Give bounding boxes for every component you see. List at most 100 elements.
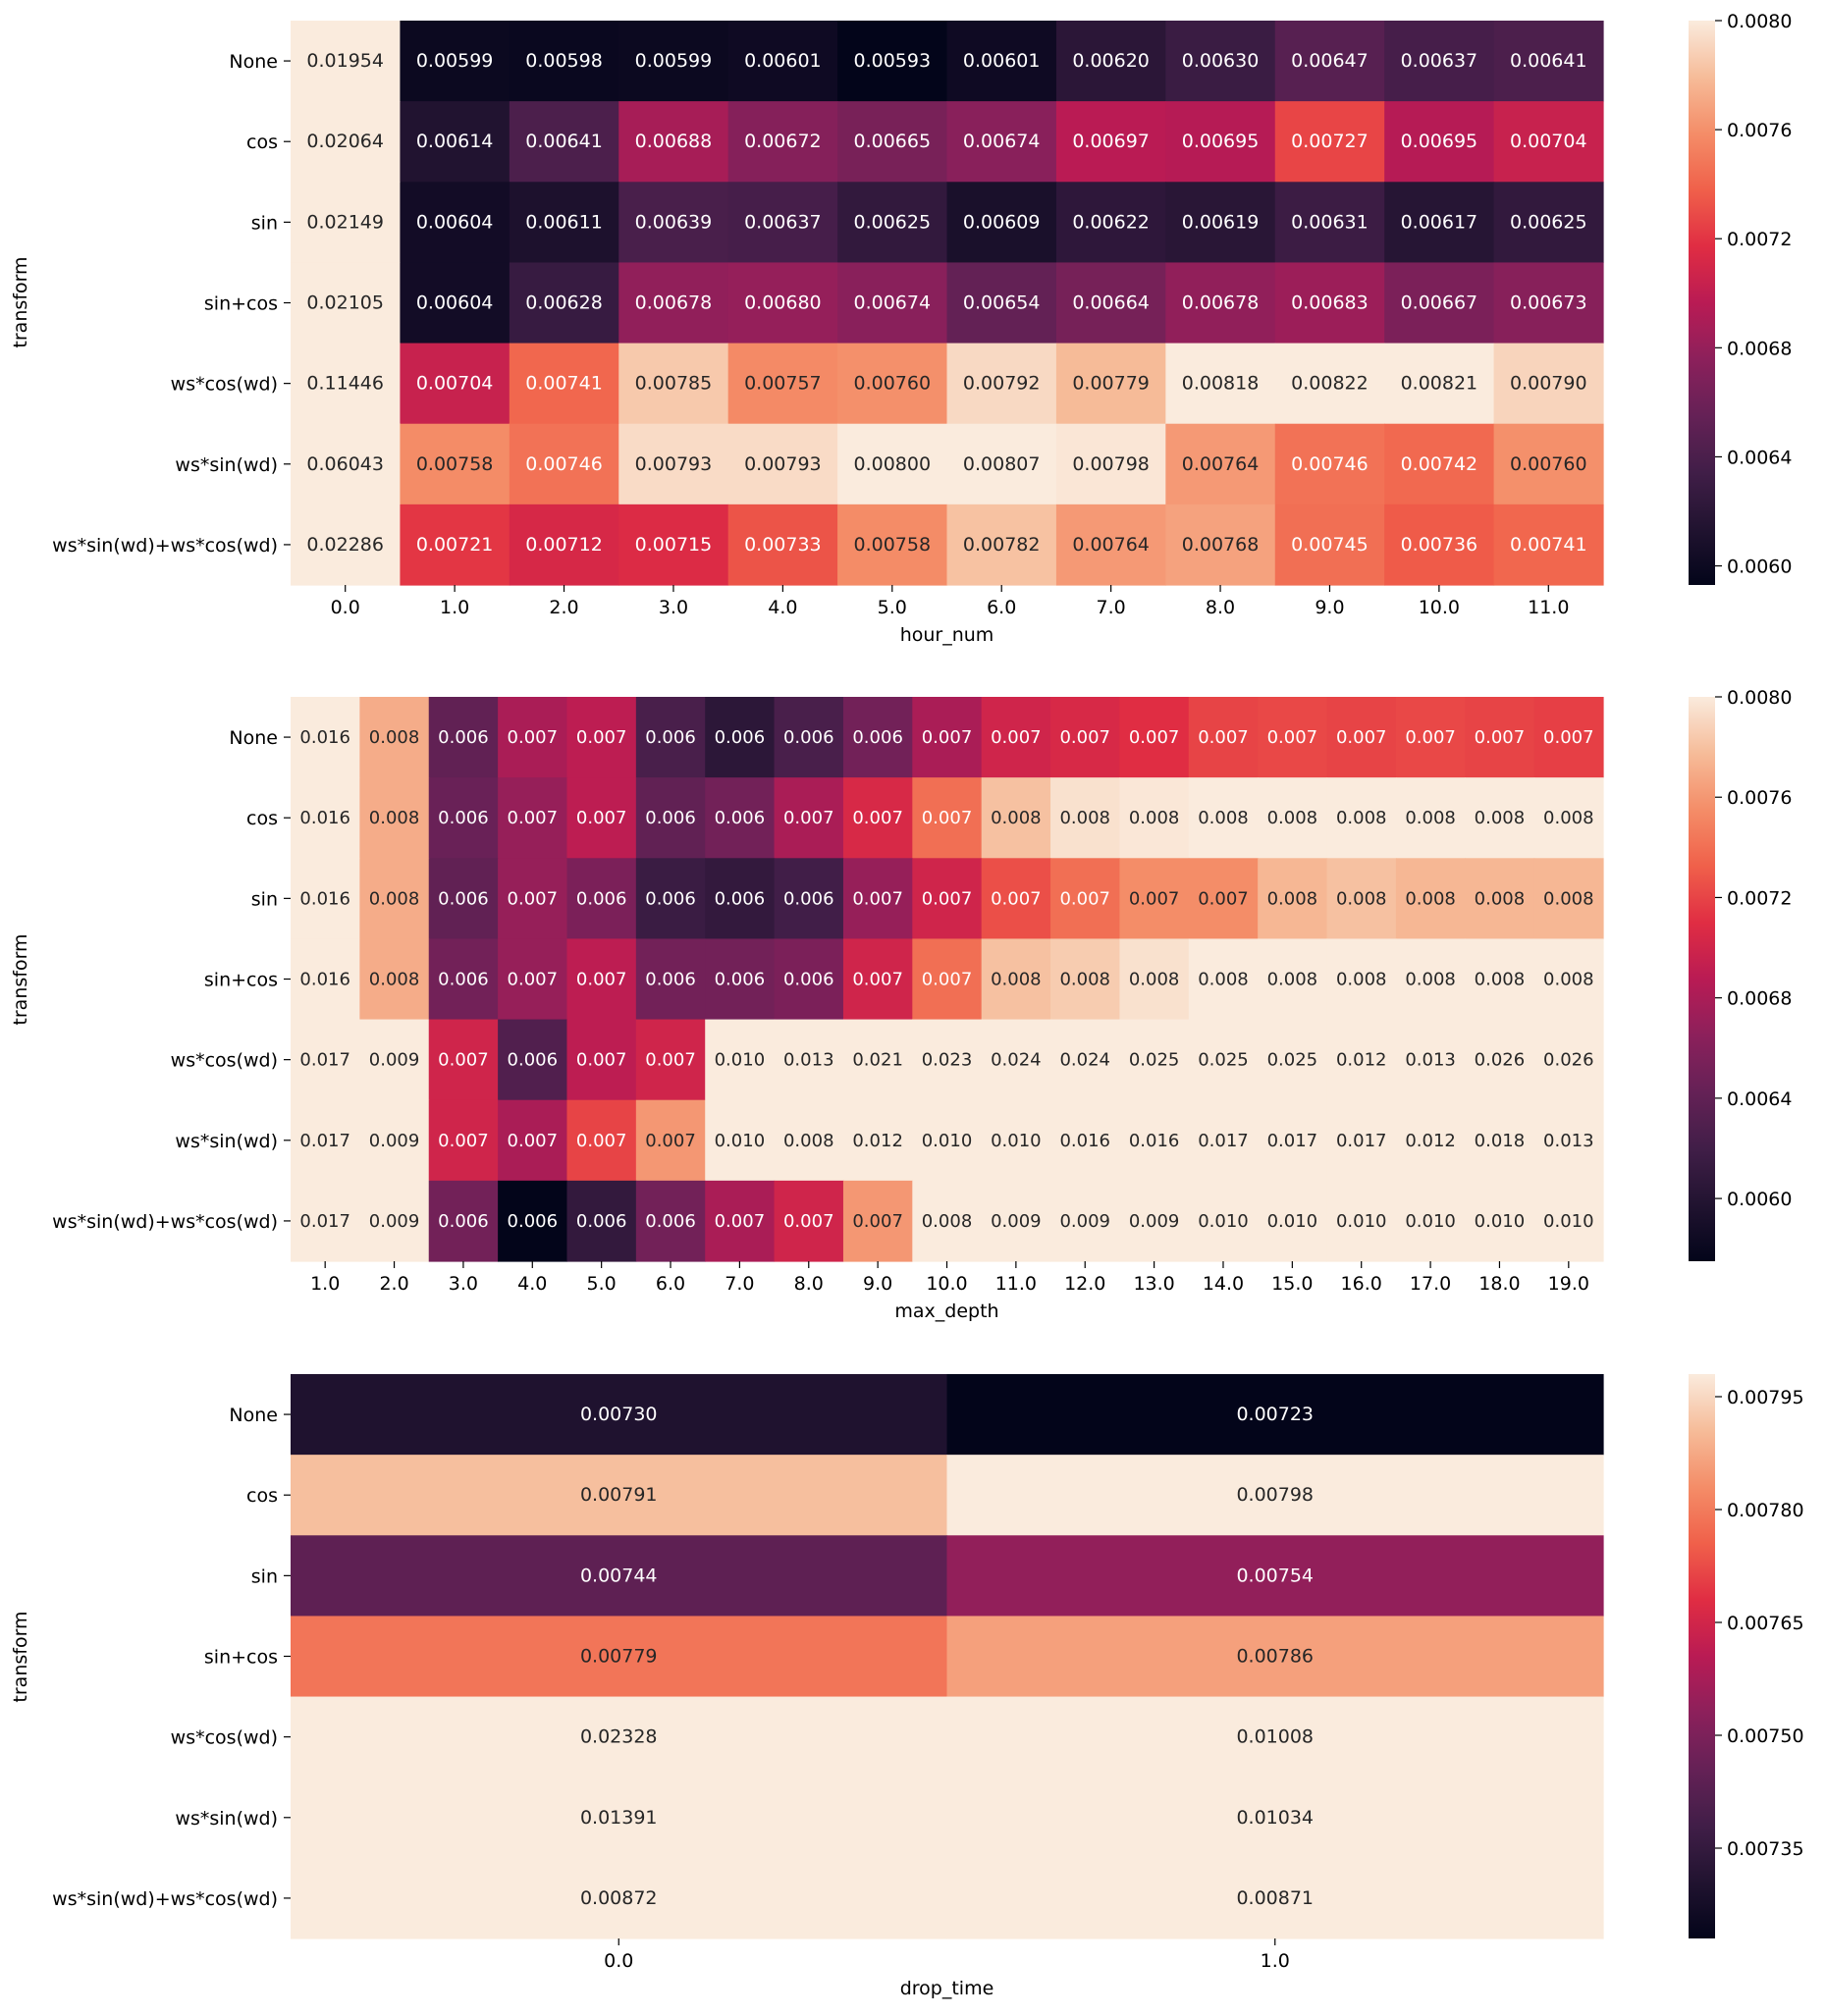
cell-annotation: 0.007	[852, 1211, 903, 1232]
cell-annotation: 0.007	[852, 888, 903, 909]
heatmap-cell	[635, 1180, 706, 1262]
x-tick-label: 2.0	[549, 597, 578, 618]
heatmap-cell	[705, 938, 776, 1021]
heatmap-cell	[1188, 858, 1259, 940]
heatmap-cell	[291, 1777, 948, 1859]
heatmap-cell	[1395, 858, 1466, 940]
heatmap-cell	[946, 1616, 1604, 1698]
heatmap-cell	[1493, 182, 1604, 264]
cell-annotation: 0.00637	[1401, 50, 1478, 72]
heatmap-cell	[946, 21, 1057, 102]
x-tick-label: 0.0	[604, 1950, 633, 1972]
cell-annotation: 0.006	[576, 1211, 627, 1232]
heatmap-cell	[842, 938, 913, 1021]
cell-annotation: 0.00697	[1072, 131, 1150, 152]
cell-annotation: 0.00764	[1072, 534, 1150, 556]
cell-annotation: 0.00611	[525, 211, 603, 233]
heatmap-cell	[1055, 423, 1166, 505]
cell-annotation: 0.009	[369, 1050, 420, 1071]
heatmap-cell	[774, 1180, 844, 1262]
heatmap-cell	[291, 1535, 948, 1618]
cell-annotation: 0.007	[715, 1211, 766, 1232]
cell-annotation: 0.008	[369, 970, 420, 990]
heatmap-panel-3: 0.00730 0.00723 0.00791 0.00798 0.00744 0.007…	[10, 1374, 1804, 1999]
heatmap-cell	[1188, 938, 1259, 1021]
cell-annotation: 0.008	[783, 1131, 834, 1151]
heatmap-cell	[1050, 1180, 1121, 1262]
cell-annotation: 0.008	[1198, 970, 1249, 990]
x-tick-label: 9.0	[863, 1273, 892, 1295]
cell-annotation: 0.00782	[963, 534, 1041, 556]
heatmap-cell	[774, 697, 844, 778]
cell-annotation: 0.008	[1198, 808, 1249, 828]
heatmap-cell	[291, 1616, 948, 1698]
heatmap-cell	[291, 21, 402, 102]
cell-annotation: 0.008	[991, 808, 1042, 828]
heatmap-cell	[842, 858, 913, 940]
heatmap-cell	[1465, 1099, 1535, 1182]
heatmap-cell	[291, 101, 402, 183]
cell-annotation: 0.00620	[1072, 50, 1150, 72]
heatmap-cell	[837, 21, 948, 102]
cell-annotation: 0.00758	[854, 534, 932, 556]
heatmap-cell	[1119, 1180, 1190, 1262]
cell-annotation: 0.017	[1336, 1131, 1387, 1151]
cell-annotation: 0.006	[438, 970, 489, 990]
cell-annotation: 0.006	[715, 808, 766, 828]
heatmap-cell	[946, 1777, 1604, 1859]
heatmap-cell	[428, 1180, 499, 1262]
cell-annotation: 0.008	[1267, 808, 1318, 828]
heatmap-cell	[981, 1180, 1051, 1262]
cell-annotation: 0.007	[576, 1050, 627, 1071]
heatmap-cell	[946, 1696, 1604, 1778]
x-axis-label: max_depth	[894, 1300, 998, 1322]
cell-annotation: 0.010	[1405, 1211, 1456, 1232]
heatmap-cell	[727, 262, 838, 345]
cell-annotation: 0.00745	[1291, 534, 1369, 556]
heatmap-cell	[1533, 858, 1604, 940]
cell-annotation: 0.00786	[1236, 1646, 1314, 1668]
heatmap-cell	[727, 182, 838, 264]
heatmap-cell	[1258, 777, 1328, 859]
cell-annotation: 0.013	[783, 1050, 834, 1071]
cell-annotation: 0.00744	[580, 1565, 658, 1586]
cell-annotation: 0.00614	[416, 131, 494, 152]
heatmap-cell	[1384, 21, 1495, 102]
heatmap-cell	[566, 777, 637, 859]
heatmap-cell	[400, 182, 510, 264]
cell-annotation: 0.008	[1475, 888, 1526, 909]
heatmap-cell	[400, 262, 510, 345]
cell-annotation: 0.00604	[416, 211, 494, 233]
cell-annotation: 0.00779	[1072, 373, 1150, 395]
cell-annotation: 0.008	[1405, 888, 1456, 909]
heatmap-cell	[359, 938, 430, 1021]
y-tick-label: ws*sin(wd)+ws*cos(wd)	[52, 1211, 278, 1233]
cell-annotation: 0.00665	[854, 131, 932, 152]
cell-annotation: 0.00715	[635, 534, 713, 556]
cell-annotation: 0.00754	[1236, 1565, 1314, 1586]
cell-annotation: 0.007	[1198, 727, 1249, 748]
heatmap-cell	[291, 1696, 948, 1778]
cell-annotation: 0.007	[783, 808, 834, 828]
cell-annotation: 0.00664	[1072, 292, 1150, 314]
cell-annotation: 0.007	[1475, 727, 1526, 748]
cell-annotation: 0.01008	[1236, 1726, 1314, 1748]
cell-annotation: 0.010	[1336, 1211, 1387, 1232]
heatmap-cell	[566, 938, 637, 1021]
cell-annotation: 0.00622	[1072, 211, 1150, 233]
cell-annotation: 0.00630	[1182, 50, 1260, 72]
heatmap-cell	[1533, 1099, 1604, 1182]
cell-annotation: 0.006	[852, 727, 903, 748]
colorbar-tick-label: 0.0072	[1727, 887, 1792, 909]
heatmap-cell	[837, 101, 948, 183]
cell-annotation: 0.00601	[744, 50, 822, 72]
heatmap-cell	[509, 504, 619, 586]
heatmap-cell	[946, 262, 1057, 345]
heatmap-cell	[400, 423, 510, 505]
heatmap-cell	[1465, 777, 1535, 859]
y-tick-label: None	[229, 51, 278, 73]
colorbar-tick-label: 0.0068	[1727, 338, 1792, 359]
cell-annotation: 0.018	[1475, 1131, 1526, 1151]
cell-annotation: 0.00764	[1182, 453, 1260, 475]
